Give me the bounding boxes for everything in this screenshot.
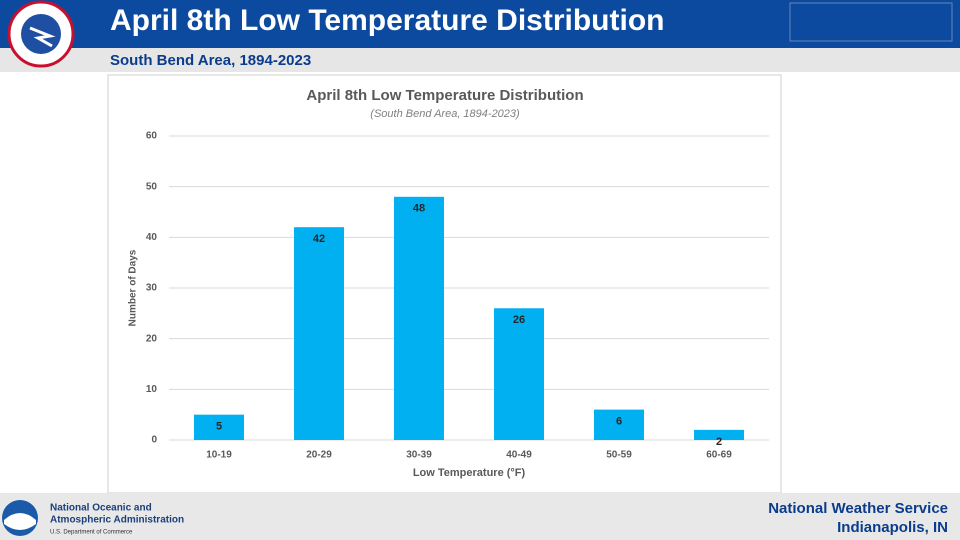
bar <box>394 196 444 440</box>
bar <box>694 429 744 440</box>
data-label: 42 <box>313 233 325 245</box>
x-tick-label: 40-49 <box>506 450 532 461</box>
y-tick-label: 30 <box>146 283 158 294</box>
bar <box>294 227 344 440</box>
header-box <box>789 2 953 42</box>
nws-logo-bolt <box>29 26 56 48</box>
y-tick-label: 40 <box>146 232 158 243</box>
data-label: 5 <box>216 421 222 433</box>
chart-title: April 8th Low Temperature Distribution <box>306 87 583 104</box>
y-tick-label: 0 <box>151 435 157 446</box>
data-label: 6 <box>616 416 622 428</box>
agency-line: National Oceanic and <box>50 503 152 514</box>
subtitle-bar <box>0 48 960 72</box>
office-line: Indianapolis, IN <box>837 519 948 536</box>
y-tick-label: 10 <box>146 384 158 395</box>
bar <box>194 414 244 440</box>
x-tick-label: 10-19 <box>206 450 232 461</box>
chart-subtitle: (South Bend Area, 1894-2023) <box>370 108 520 120</box>
noaa-logo-wave <box>4 513 36 530</box>
footer-bar <box>0 493 960 540</box>
x-tick-label: 20-29 <box>306 450 332 461</box>
data-label: 26 <box>513 314 525 326</box>
data-label: 2 <box>716 436 722 448</box>
x-axis-label: Low Temperature (°F) <box>413 467 526 479</box>
y-tick-label: 50 <box>146 181 158 192</box>
x-tick-label: 30-39 <box>406 450 432 461</box>
department: U.S. Department of Commerce <box>50 530 133 536</box>
data-label: 48 <box>413 203 425 215</box>
x-tick-label: 50-59 <box>606 450 632 461</box>
bar <box>494 308 544 440</box>
y-axis-label: Number of Days <box>128 249 139 326</box>
x-tick-label: 60-69 <box>706 450 732 461</box>
y-tick-label: 20 <box>146 333 158 344</box>
office-line: National Weather Service <box>768 500 948 517</box>
agency-line: Atmospheric Administration <box>50 515 184 526</box>
bar <box>594 409 644 440</box>
slide-subtitle: South Bend Area, 1894-2023 <box>110 52 311 69</box>
header-bar <box>0 0 960 48</box>
slide-title: April 8th Low Temperature Distribution <box>110 4 664 37</box>
y-tick-label: 60 <box>146 131 158 142</box>
